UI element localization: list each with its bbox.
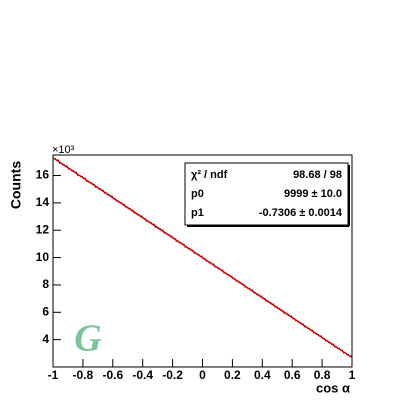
x-tick-label: -1 (48, 368, 59, 382)
y-tick-label: 4 (42, 332, 49, 346)
y-axis-label: Counts (8, 161, 24, 209)
y-scale-label: ×10³ (52, 144, 75, 156)
x-tick-label: -0.6 (102, 368, 123, 382)
fit-line (52, 157, 353, 359)
x-tick-label: 0.2 (224, 368, 241, 382)
y-tick-label: 8 (42, 277, 49, 291)
stats-name: χ² / ndf (191, 169, 228, 181)
y-tick-label: 10 (36, 250, 50, 264)
x-tick-label: 0 (199, 368, 206, 382)
x-tick-label: 0.4 (254, 368, 271, 382)
x-tick-label: 0.6 (284, 368, 301, 382)
x-tick-label: -0.8 (73, 368, 94, 382)
x-tick-label: 0.8 (314, 368, 331, 382)
y-tick-label: 6 (42, 304, 49, 318)
stats-value: 98.68 / 98 (293, 169, 342, 181)
x-axis-label: cos α (316, 380, 350, 395)
logo: G (74, 318, 102, 360)
x-tick-label: -0.4 (132, 368, 153, 382)
stats-value: -0.7306 ± 0.0014 (259, 207, 343, 219)
x-tick-label: -0.2 (162, 368, 183, 382)
stats-value: 9999 ± 10.0 (284, 188, 342, 200)
y-tick-label: 12 (36, 222, 50, 236)
y-tick-label: 14 (36, 195, 50, 209)
stats-name: p0 (191, 188, 204, 200)
x-tick-label: 1 (349, 368, 356, 382)
y-tick-label: 16 (36, 168, 50, 182)
stats-name: p1 (191, 207, 204, 219)
